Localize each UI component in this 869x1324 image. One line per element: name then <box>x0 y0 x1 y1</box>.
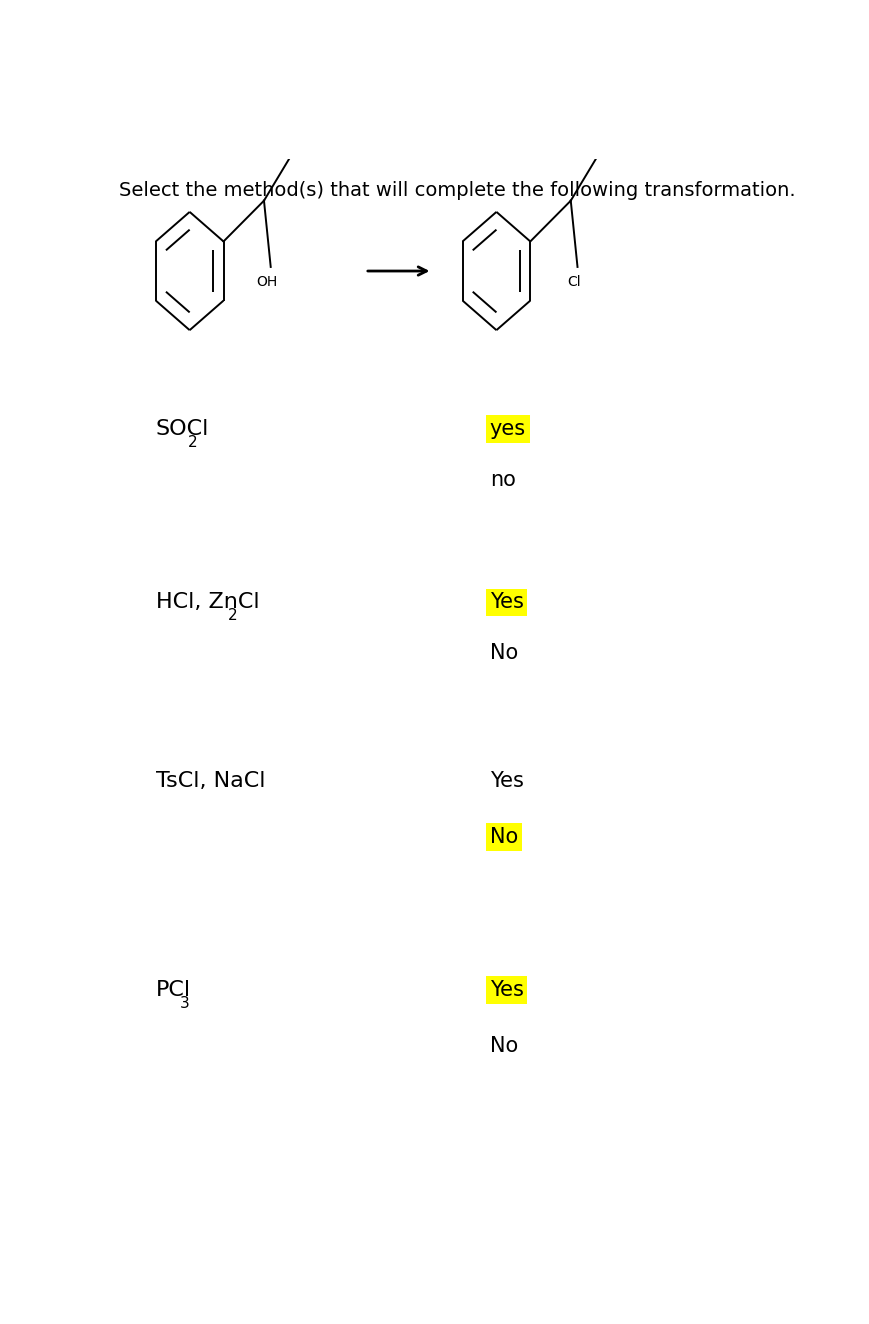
Text: no: no <box>489 470 515 490</box>
Text: OH: OH <box>256 275 278 289</box>
Text: HCl, ZnCl: HCl, ZnCl <box>156 592 259 613</box>
Text: Select the method(s) that will complete the following transformation.: Select the method(s) that will complete … <box>119 181 794 200</box>
Text: yes: yes <box>489 418 525 440</box>
Text: SOCl: SOCl <box>156 418 209 440</box>
Text: 2: 2 <box>188 434 197 450</box>
Text: No: No <box>489 643 517 663</box>
Text: 2: 2 <box>228 608 237 624</box>
Text: Cl: Cl <box>567 275 580 289</box>
Text: PCl: PCl <box>156 980 191 1000</box>
Text: 3: 3 <box>180 996 189 1010</box>
Text: TsCl, NaCl: TsCl, NaCl <box>156 771 265 790</box>
Text: No: No <box>489 826 517 847</box>
Text: Yes: Yes <box>489 980 523 1000</box>
Text: No: No <box>489 1035 517 1055</box>
Text: Yes: Yes <box>489 592 523 613</box>
Text: Yes: Yes <box>489 771 523 790</box>
